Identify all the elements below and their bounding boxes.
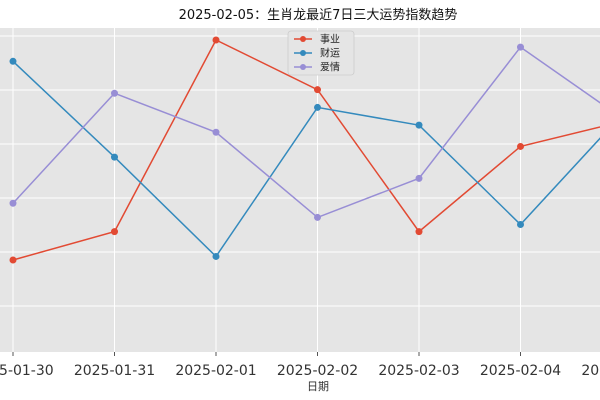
data-point bbox=[111, 89, 118, 97]
data-point bbox=[111, 228, 118, 236]
legend-marker bbox=[300, 64, 306, 70]
legend-box bbox=[287, 30, 355, 76]
x-tick-label: 2025-02-03 bbox=[378, 363, 459, 379]
plot-area bbox=[0, 28, 600, 352]
x-tick-label: 2025-02-01 bbox=[175, 363, 256, 379]
x-tick-label: 2025-01-31 bbox=[74, 363, 155, 379]
data-point bbox=[9, 199, 17, 207]
chart-title: 2025-02-05：生肖龙最近7日三大运势指数趋势 bbox=[179, 7, 458, 23]
data-point bbox=[517, 43, 524, 51]
data-point bbox=[212, 128, 220, 136]
legend-label: 爱情 bbox=[320, 61, 340, 74]
data-point bbox=[9, 57, 17, 65]
data-point bbox=[212, 252, 220, 260]
data-point bbox=[415, 174, 423, 182]
x-axis-ticks: 2025-01-30 2025-01-31 2025-02-01 2025-02-02… bbox=[0, 352, 600, 379]
x-axis-label: 日期 bbox=[307, 380, 329, 393]
legend-marker bbox=[300, 50, 306, 56]
data-point bbox=[314, 213, 321, 221]
data-point bbox=[314, 86, 321, 94]
data-point bbox=[9, 256, 17, 264]
x-tick-label: 2025-02-05 bbox=[581, 363, 600, 379]
x-tick-label: 2025-01-30 bbox=[0, 363, 54, 379]
series-layer bbox=[9, 36, 600, 264]
data-point bbox=[212, 36, 220, 44]
x-tick-label: 2025-02-02 bbox=[277, 363, 358, 379]
data-point bbox=[314, 103, 321, 111]
series-0 bbox=[9, 36, 600, 264]
legend-label: 事业 bbox=[320, 33, 340, 46]
data-point bbox=[111, 153, 118, 161]
x-tick-label: 2025-02-04 bbox=[480, 363, 561, 379]
series-2 bbox=[9, 43, 600, 221]
data-point bbox=[415, 121, 423, 129]
data-point bbox=[415, 228, 423, 236]
legend-label: 财运 bbox=[320, 47, 340, 60]
legend-marker bbox=[300, 36, 306, 42]
data-point bbox=[517, 221, 524, 229]
series-1 bbox=[9, 57, 600, 260]
data-point bbox=[517, 142, 524, 150]
